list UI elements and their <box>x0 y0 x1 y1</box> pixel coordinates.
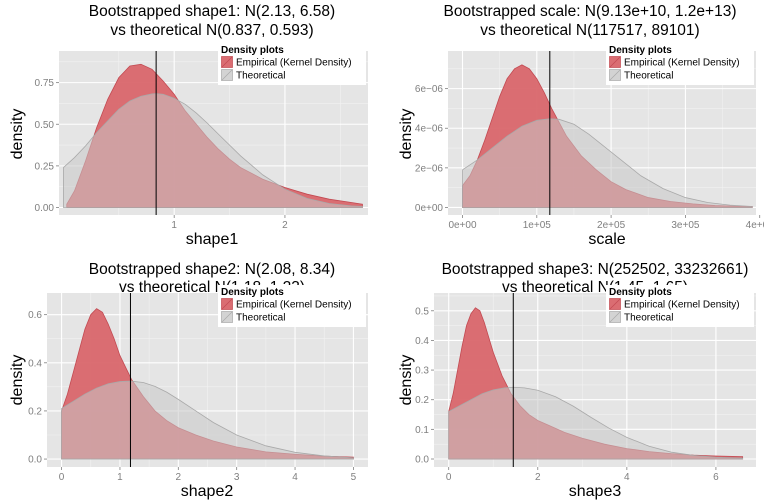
x-tick-label: 2 <box>176 472 182 483</box>
legend-label: Theoretical <box>236 71 285 82</box>
legend-label: Empirical (Kernel Density) <box>624 300 740 311</box>
legend-title: Density plots <box>609 287 672 298</box>
theoretical-density-area <box>63 93 363 208</box>
chart-panel-3: 0 1 2 3 4 5 0.0 0.2 0.4 0.6 Bootstrapped shape2: N… <box>9 261 368 500</box>
theoretical-density-area <box>61 380 354 460</box>
x-tick-label: 2 <box>282 220 288 231</box>
chart-title: Bootstrapped shape3: N(252502, 33232661) <box>442 261 749 278</box>
y-tick-label: 6e−06 <box>415 84 444 95</box>
legend-background <box>606 285 754 327</box>
legend-background <box>218 285 366 327</box>
chart-title: Bootstrapped shape2: N(2.08, 8.34) <box>89 261 335 278</box>
y-tick-label: 0e+00 <box>415 203 444 214</box>
legend-label: Empirical (Kernel Density) <box>624 58 740 69</box>
chart-subtitle: vs theoretical N(0.837, 0.593) <box>110 22 313 39</box>
y-tick-label: 4e−06 <box>415 124 444 135</box>
x-tick-label: 1 <box>171 220 177 231</box>
chart-panel-4: 0 2 4 6 0.0 0.1 0.2 0.3 0.4 0.5 Bootstrapped shape… <box>398 261 756 500</box>
y-tick-label: 0.0 <box>28 455 42 466</box>
y-tick-label: 0.5 <box>415 306 429 317</box>
legend-key-slash <box>221 69 233 81</box>
legend: Density plots Empirical (Kernel Density) T… <box>218 43 366 85</box>
y-tick-label: 0.1 <box>415 425 429 436</box>
chart-panel-1: 1 2 0.00 0.25 0.50 0.75 Bootstrapped shape1: N… <box>9 3 368 248</box>
legend-key-slash <box>609 56 621 68</box>
legend-background <box>218 43 366 85</box>
legend-key-slash <box>221 56 233 68</box>
legend-key-slash <box>221 298 233 310</box>
y-tick-label: 2e−06 <box>415 163 444 174</box>
legend-background <box>606 43 754 85</box>
chart-panel-2: 0e+00 1e+05 2e+05 3e+05 4e+05 0e+00 2e−06 4e−06… <box>398 3 764 248</box>
x-tick-label: 4 <box>624 472 630 483</box>
legend: Density plots Empirical (Kernel Density) T… <box>606 285 754 327</box>
legend-key-slash <box>609 298 621 310</box>
y-axis-title: density <box>9 109 26 160</box>
legend-title: Density plots <box>221 287 284 298</box>
legend-title: Density plots <box>221 45 284 56</box>
x-tick-label: 0e+00 <box>448 220 477 231</box>
y-tick-label: 0.4 <box>28 358 42 369</box>
legend-label: Empirical (Kernel Density) <box>236 300 352 311</box>
theoretical-density-area <box>448 386 744 460</box>
legend-label: Empirical (Kernel Density) <box>236 58 352 69</box>
legend-key-slash <box>609 69 621 81</box>
y-axis-title: density <box>398 109 415 160</box>
legend-key-slash <box>609 311 621 323</box>
x-axis-title: scale <box>588 231 625 248</box>
legend-title: Density plots <box>609 45 672 56</box>
legend-label: Theoretical <box>236 313 285 324</box>
legend-label: Theoretical <box>624 313 673 324</box>
y-tick-label: 0.0 <box>415 454 429 465</box>
x-tick-label: 1e+05 <box>523 220 552 231</box>
y-tick-label: 0.75 <box>35 78 55 89</box>
y-tick-label: 0.2 <box>415 395 429 406</box>
x-axis-title: shape1 <box>186 231 239 248</box>
chart-title: Bootstrapped shape1: N(2.13, 6.58) <box>89 3 335 20</box>
y-tick-label: 0.6 <box>28 310 42 321</box>
y-axis-title: density <box>9 355 26 406</box>
y-tick-label: 0.00 <box>35 203 55 214</box>
y-tick-label: 0.50 <box>35 120 55 131</box>
chart-title: Bootstrapped scale: N(9.13e+10, 1.2e+13) <box>444 3 737 20</box>
y-tick-label: 0.4 <box>415 336 429 347</box>
legend-key-slash <box>221 311 233 323</box>
x-tick-label: 2e+05 <box>597 220 626 231</box>
x-axis-title: shape2 <box>181 483 234 500</box>
x-tick-label: 5 <box>351 472 357 483</box>
x-tick-label: 0 <box>59 472 65 483</box>
x-tick-label: 4e+05 <box>746 220 764 231</box>
x-tick-label: 4 <box>292 472 298 483</box>
x-tick-label: 2 <box>535 472 541 483</box>
legend: Density plots Empirical (Kernel Density) T… <box>606 43 754 85</box>
x-tick-label: 0 <box>446 472 452 483</box>
x-tick-label: 3e+05 <box>671 220 700 231</box>
legend: Density plots Empirical (Kernel Density) T… <box>218 285 366 327</box>
x-tick-label: 6 <box>713 472 719 483</box>
x-tick-label: 3 <box>234 472 240 483</box>
y-tick-label: 0.2 <box>28 406 42 417</box>
chart-subtitle: vs theoretical N(117517, 89101) <box>480 22 699 39</box>
x-tick-label: 1 <box>117 472 123 483</box>
y-axis-title: density <box>398 355 415 406</box>
y-tick-label: 0.25 <box>35 161 55 172</box>
theoretical-density-area <box>462 118 753 208</box>
y-tick-label: 0.3 <box>415 366 429 377</box>
x-axis-title: shape3 <box>569 483 622 500</box>
legend-label: Theoretical <box>624 71 673 82</box>
